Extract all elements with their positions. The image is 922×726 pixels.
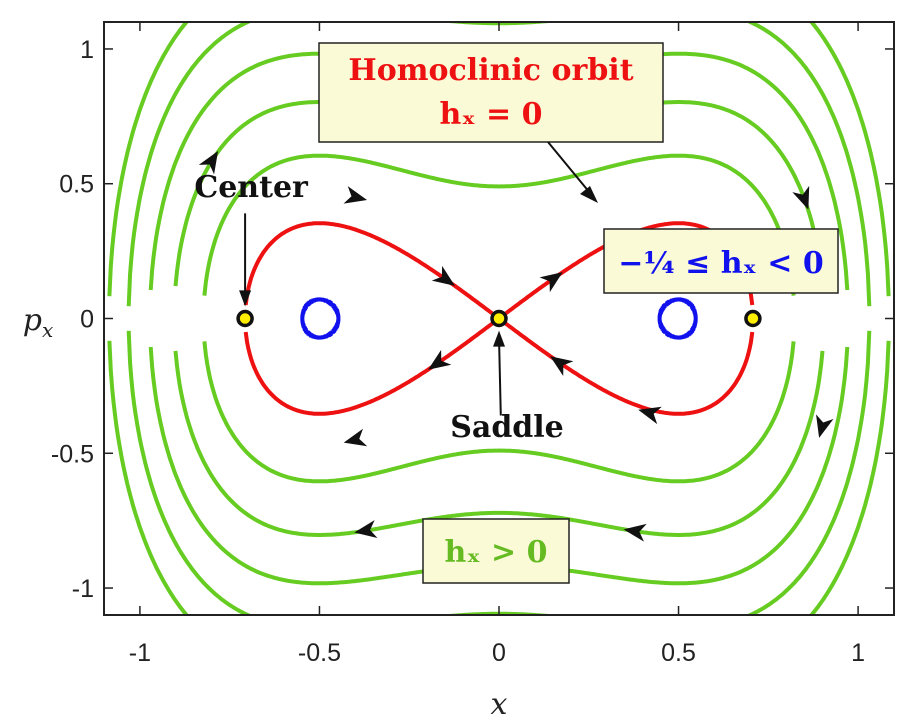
flow-arrow-7 xyxy=(816,414,834,438)
equilibria-layer xyxy=(236,309,762,328)
y-axis-label: px xyxy=(23,303,54,342)
flow-arrow-1 xyxy=(343,428,368,447)
unbounded-label: hₓ > 0 xyxy=(445,535,548,570)
homoclinic-pointer-line xyxy=(547,141,591,194)
homoclinic-box xyxy=(318,42,664,143)
homoclinic-level: hₓ = 0 xyxy=(440,97,543,132)
x-tick-label: 0 xyxy=(492,639,506,667)
saddle-pointer-line xyxy=(498,337,502,416)
contour-bounded-0-0 xyxy=(300,297,341,340)
equilibrium-point-0 xyxy=(236,309,254,328)
contour-unbounded-0-0 xyxy=(202,153,796,296)
flow-arrow-11 xyxy=(623,523,647,542)
x-tick-label: -1 xyxy=(129,639,151,667)
homoclinic-pointer-head xyxy=(580,186,598,203)
flow-arrow-3 xyxy=(539,272,563,293)
y-tick-label: 1 xyxy=(80,36,94,64)
flow-arrow-6 xyxy=(638,406,662,425)
contour-unbounded-4-1 xyxy=(107,340,891,615)
y-tick-label: 0.5 xyxy=(59,171,94,199)
x-tick-label: 1 xyxy=(851,639,865,667)
center-label: Center xyxy=(194,170,309,205)
x-tick-label: -0.5 xyxy=(298,639,341,667)
flow-arrow-2 xyxy=(431,265,455,286)
equilibrium-point-2 xyxy=(744,309,762,328)
annotations-layer: Center Saddle Homoclinic orbit hₓ = 0 −¼ ≤ h… xyxy=(194,42,839,584)
y-tick-label: -1 xyxy=(72,575,94,603)
y-tick-label: -0.5 xyxy=(51,440,94,468)
contour-unbounded-1-1 xyxy=(173,350,825,537)
center-pointer-head xyxy=(239,290,252,307)
flow-arrow-5 xyxy=(550,356,574,377)
equilibrium-point-1 xyxy=(490,309,508,328)
ticks-layer: -1 -0.5 0 0.5 1 1 0.5 0 -0.5 -1 xyxy=(51,22,894,667)
flow-arrow-0 xyxy=(343,186,368,204)
bounded-label: −¼ ≤ hₓ < 0 xyxy=(618,246,823,281)
x-tick-label: 0.5 xyxy=(661,639,696,667)
flow-arrow-4 xyxy=(428,349,452,370)
y-tick-label: 0 xyxy=(80,306,94,334)
contour-bounded-0-1 xyxy=(657,297,698,340)
flow-arrow-9 xyxy=(792,185,810,210)
saddle-pointer-head xyxy=(493,330,505,347)
x-axis-label: x xyxy=(491,687,508,722)
unbounded-box xyxy=(422,518,570,584)
bounded-box xyxy=(603,228,839,294)
flow-arrow-8 xyxy=(198,150,219,175)
contour-unbounded-0-1 xyxy=(202,341,796,484)
saddle-label: Saddle xyxy=(450,410,564,445)
homoclinic-label: Homoclinic orbit xyxy=(348,53,633,88)
flow-arrow-10 xyxy=(354,520,378,538)
